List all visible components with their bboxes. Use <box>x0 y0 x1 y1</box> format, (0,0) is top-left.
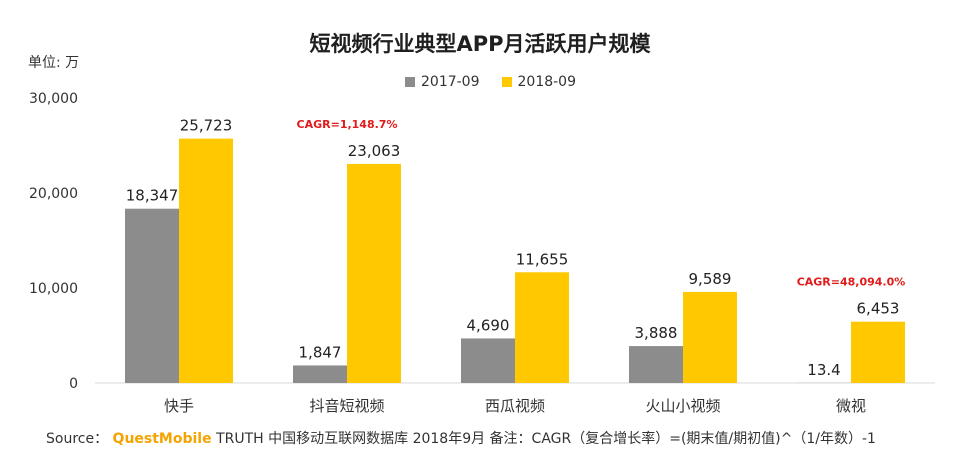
cagr-annotation: CAGR=1,148.7% <box>297 118 398 131</box>
bar-2017-09 <box>629 346 683 383</box>
legend-label-2018: 2018-09 <box>517 74 577 90</box>
category-label: 抖音短视频 <box>309 397 384 415</box>
source-text: TRUTH 中国移动互联网数据库 2018年9月 备注：CAGR（复合增长率）=… <box>216 431 876 447</box>
bar-2018-09 <box>515 272 569 383</box>
legend-label-2017: 2017-09 <box>421 74 480 90</box>
y-tick-label: 10,000 <box>29 281 78 297</box>
legend: 2017-09 2018-09 <box>405 74 576 90</box>
bar-2018-09 <box>851 321 905 383</box>
source-prefix: Source： <box>46 431 109 447</box>
data-label: 25,723 <box>180 117 233 135</box>
source-note: Source： QuestMobile TRUTH 中国移动互联网数据库 201… <box>46 428 876 448</box>
legend-swatch-2018 <box>501 77 512 87</box>
source-brand: QuestMobile <box>112 431 212 447</box>
data-label: 18,347 <box>126 187 179 205</box>
category-label: 西瓜视频 <box>485 397 545 415</box>
category-label: 火山小视频 <box>645 397 720 415</box>
data-label: 6,453 <box>857 300 900 318</box>
data-label: 9,589 <box>689 270 732 288</box>
y-tick-label: 30,000 <box>29 91 78 107</box>
data-label: 13.4 <box>807 361 840 379</box>
category-label: 微视 <box>836 397 866 415</box>
cagr-annotation: CAGR=48,094.0% <box>797 276 906 289</box>
data-label: 3,888 <box>635 324 678 342</box>
data-label: 4,690 <box>467 316 510 334</box>
legend-item-2018: 2018-09 <box>501 74 577 90</box>
y-axis-unit: 单位: 万 <box>28 55 80 71</box>
legend-swatch-2017 <box>405 77 415 87</box>
y-tick-label: 20,000 <box>29 186 78 202</box>
data-label: 23,063 <box>348 142 401 160</box>
category-label: 快手 <box>164 397 194 415</box>
bar-2018-09 <box>683 291 737 383</box>
data-label: 1,847 <box>299 343 342 361</box>
y-tick-label: 0 <box>69 376 78 392</box>
bar-2018-09 <box>179 138 233 383</box>
legend-item-2017: 2017-09 <box>405 74 480 90</box>
data-label: 11,655 <box>516 250 569 268</box>
bar-2017-09 <box>461 338 515 383</box>
bar-2018-09 <box>347 163 401 383</box>
bar-2017-09 <box>125 208 179 383</box>
chart-title: 短视频行业典型APP月活跃用户规模 <box>309 32 651 56</box>
bar-2017-09 <box>293 365 347 383</box>
